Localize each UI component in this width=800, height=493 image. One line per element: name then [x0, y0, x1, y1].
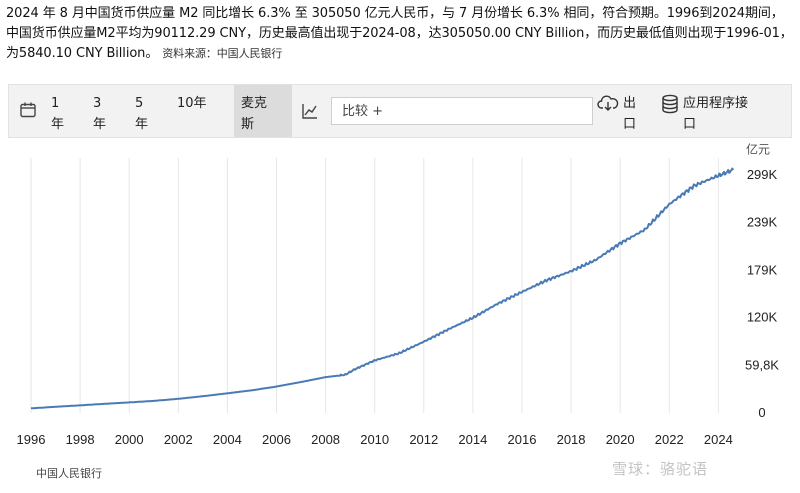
- y-tick-label: 59,8K: [745, 357, 779, 372]
- x-tick-label: 2024: [704, 432, 733, 447]
- m2-line-chart: 亿元 0 59,8K 120K 179K 239K 299K 1996 1998 2000 20…: [17, 142, 780, 447]
- y-tick-label: 179K: [747, 262, 778, 277]
- export-label: 出口: [623, 96, 637, 132]
- description: 2024 年 8 月中国货币供应量 M2 同比增长 6.3% 至 305050 …: [6, 4, 796, 64]
- y-tick-label: 0: [758, 405, 765, 420]
- range-5y-button[interactable]: 5年: [135, 96, 149, 132]
- api-label: 应用程序接口: [683, 96, 749, 132]
- calendar-icon[interactable]: [19, 101, 37, 126]
- compare-input[interactable]: [331, 97, 593, 125]
- line-chart-icon[interactable]: [301, 102, 319, 127]
- y-tick-label: 239K: [747, 215, 778, 230]
- x-tick-label: 2002: [164, 432, 193, 447]
- y-tick-label: 120K: [747, 309, 778, 324]
- cloud-download-icon: [597, 94, 619, 119]
- vertical-grid: [30, 158, 719, 413]
- x-tick-label: 2006: [262, 432, 291, 447]
- watermark: 雪球：骆驼语: [612, 460, 709, 478]
- x-tick-label: 2018: [557, 432, 586, 447]
- x-tick-label: 1996: [17, 432, 46, 447]
- x-tick-label: 2014: [458, 432, 487, 447]
- x-tick-label: 2004: [213, 432, 242, 447]
- x-tick-label: 2008: [311, 432, 340, 447]
- x-tick-label: 2010: [360, 432, 389, 447]
- description-source: 资料来源：中国人民银行: [162, 47, 283, 60]
- x-tick-label: 2000: [115, 432, 144, 447]
- description-text: 2024 年 8 月中国货币供应量 M2 同比增长 6.3% 至 305050 …: [6, 6, 793, 61]
- y-unit-label: 亿元: [746, 142, 770, 157]
- range-3y-button[interactable]: 3年: [93, 96, 107, 132]
- x-tick-label: 2016: [508, 432, 537, 447]
- chart-toolbar: 1年 3年 5年 10年 麦克斯 出口 应用程序接口: [8, 84, 792, 138]
- y-tick-label: 299K: [747, 167, 778, 182]
- range-1y-button[interactable]: 1年: [51, 96, 65, 132]
- x-tick-label: 2012: [409, 432, 438, 447]
- database-icon: [661, 94, 679, 121]
- x-tick-label: 1998: [66, 432, 95, 447]
- range-max-button[interactable]: 麦克斯: [234, 85, 292, 137]
- footer-source: 中国人民银行: [36, 467, 102, 480]
- range-max-label: 麦克斯: [241, 96, 268, 132]
- x-axis-ticks: 1996 1998 2000 2002 2004 2006 2008 2010 2012 2014…: [17, 432, 733, 447]
- range-10y-label: 10年: [177, 96, 207, 111]
- x-tick-label: 2020: [606, 432, 635, 447]
- m2-series-line: [31, 167, 734, 410]
- x-tick-label: 2022: [655, 432, 684, 447]
- y-axis-ticks: 0 59,8K 120K 179K 239K 299K: [745, 167, 779, 420]
- range-10y-button[interactable]: 10年: [177, 93, 217, 114]
